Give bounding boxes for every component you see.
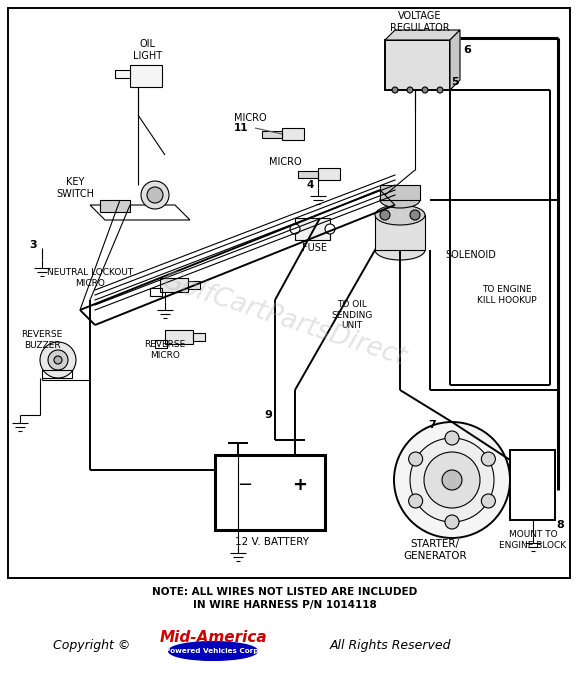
Circle shape [445,431,459,445]
Polygon shape [385,30,460,40]
Text: 11: 11 [234,123,248,133]
Circle shape [407,87,413,93]
Text: 12 V. BATTERY: 12 V. BATTERY [235,537,309,547]
Bar [510,450,555,520]
Ellipse shape [380,192,420,208]
Text: STARTER/
GENERATOR: STARTER/ GENERATOR [403,539,467,561]
Bar [295,218,330,240]
Text: −: − [237,476,252,494]
Bar [380,185,420,200]
Bar [318,168,340,180]
Text: +: + [292,476,307,494]
Circle shape [410,438,494,522]
Bar [385,40,450,90]
Text: 5: 5 [451,77,459,87]
Circle shape [409,452,423,466]
Text: 7: 7 [428,420,436,430]
Polygon shape [450,30,460,90]
Bar [188,281,200,289]
Text: MOUNT TO
ENGINE BLOCK: MOUNT TO ENGINE BLOCK [499,531,567,550]
Circle shape [325,224,335,234]
Circle shape [394,422,510,538]
Text: GolfCartPartsDirect: GolfCartPartsDirect [160,268,411,372]
Ellipse shape [375,205,425,225]
Circle shape [290,224,300,234]
Circle shape [141,181,169,209]
Text: 4: 4 [306,180,314,190]
Text: SOLENOID: SOLENOID [445,250,496,260]
Text: NOTE: ALL WIRES NOT LISTED ARE INCLUDED: NOTE: ALL WIRES NOT LISTED ARE INCLUDED [153,587,418,597]
Text: MICRO: MICRO [269,157,302,167]
Circle shape [481,452,495,466]
Ellipse shape [169,642,257,660]
Bar [282,128,304,140]
Bar [165,330,193,344]
Circle shape [54,356,62,364]
Circle shape [481,494,495,508]
Text: 3: 3 [29,240,37,250]
Text: KEY
SWITCH: KEY SWITCH [56,177,94,199]
Text: 8: 8 [556,520,564,530]
Text: MICRO: MICRO [234,113,266,123]
Text: TO ENGINE
KILL HOOKUP: TO ENGINE KILL HOOKUP [477,285,537,305]
Text: Copyright ©: Copyright © [53,638,130,651]
Text: TO OIL
SENDING
UNIT: TO OIL SENDING UNIT [331,300,373,330]
Text: 9: 9 [264,410,272,420]
Bar [215,455,325,530]
Circle shape [422,87,428,93]
Ellipse shape [375,240,425,260]
Circle shape [380,210,390,220]
Circle shape [424,452,480,508]
Text: IN WIRE HARNESS P/N 1014118: IN WIRE HARNESS P/N 1014118 [193,600,377,610]
Text: Mid-America: Mid-America [159,631,267,646]
Circle shape [48,350,68,370]
Bar [100,200,130,212]
Bar [150,288,162,296]
Bar [298,171,318,178]
Circle shape [445,515,459,529]
Bar [130,65,162,87]
Bar [8,8,570,578]
Circle shape [392,87,398,93]
Circle shape [40,342,76,378]
Bar [160,278,188,292]
Text: VOLTAGE
REGULATOR: VOLTAGE REGULATOR [390,11,450,33]
Circle shape [147,187,163,203]
Circle shape [437,87,443,93]
Circle shape [409,494,423,508]
Bar [42,370,72,378]
Text: REVERSE
BUZZER: REVERSE BUZZER [21,331,63,350]
Text: Powered Vehicles Corp.: Powered Vehicles Corp. [165,648,261,654]
Bar [193,333,205,341]
Bar [375,215,425,250]
Text: OIL
LIGHT: OIL LIGHT [133,39,162,61]
Text: REVERSE
MICRO: REVERSE MICRO [144,340,186,359]
Text: All Rights Reserved: All Rights Reserved [329,638,451,651]
Text: FUSE: FUSE [303,243,328,253]
Text: NEUTRAL LOCKOUT
MICRO: NEUTRAL LOCKOUT MICRO [47,268,133,288]
Bar [115,70,130,78]
Bar [155,340,167,348]
Bar [262,131,282,138]
Circle shape [410,210,420,220]
Text: 6: 6 [463,45,471,55]
Circle shape [442,470,462,490]
